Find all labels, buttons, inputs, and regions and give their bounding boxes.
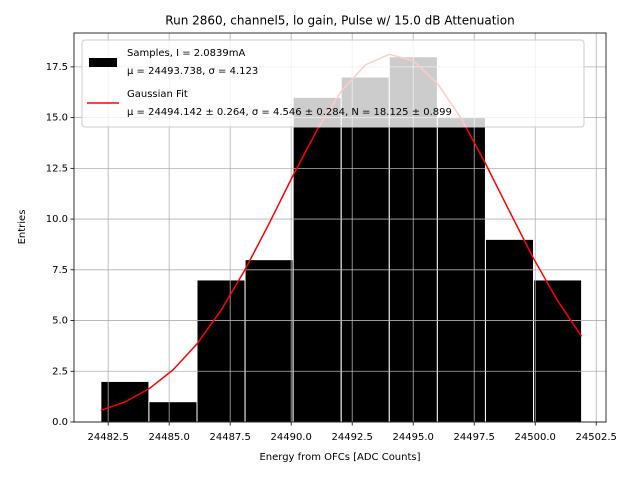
- legend-label: Samples, I = 2.0839mA μ = 24493.738, σ = …: [127, 48, 258, 77]
- bar: [196, 279, 246, 423]
- legend-box: [81, 39, 585, 128]
- x-tick-label: 24490.0: [271, 432, 312, 443]
- y-tick-label: 10.0: [46, 214, 68, 225]
- y-tick-label: 15.0: [46, 113, 68, 124]
- plot-frame: [73, 32, 607, 423]
- y-tick-label: 5.0: [52, 316, 68, 327]
- y-tick-label: 17.5: [46, 62, 68, 73]
- x-tick-label: 24500.0: [515, 432, 556, 443]
- legend-swatch: [89, 58, 117, 67]
- y-tick-label: 2.5: [52, 366, 68, 377]
- y-axis-label: Entries: [17, 210, 28, 245]
- chart-title: Run 2860, channel5, lo gain, Pulse w/ 15…: [165, 14, 514, 28]
- bar: [244, 259, 294, 423]
- legend: Samples, I = 2.0839mA μ = 24493.738, σ = …: [81, 39, 585, 128]
- x-tick-label: 24492.5: [332, 432, 373, 443]
- y-tick-label: 7.5: [52, 265, 68, 276]
- bar: [484, 238, 535, 423]
- x-tick-label: 24485.0: [148, 432, 189, 443]
- bar: [340, 76, 390, 423]
- y-tick-label: 12.5: [46, 163, 68, 174]
- bar: [148, 401, 198, 423]
- x-tick-label: 24497.5: [454, 432, 495, 443]
- legend-label: Gaussian Fit μ = 24494.142 ± 0.264, σ = 4…: [127, 89, 452, 118]
- bar: [292, 96, 342, 423]
- x-tick-label: 24502.5: [576, 432, 617, 443]
- x-tick-label: 24487.5: [210, 432, 251, 443]
- x-tick-label: 24495.0: [393, 432, 434, 443]
- x-tick-label: 24482.5: [87, 432, 128, 443]
- x-axis-label: Energy from OFCs [ADC Counts]: [259, 452, 420, 463]
- y-tick-label: 0.0: [52, 417, 68, 428]
